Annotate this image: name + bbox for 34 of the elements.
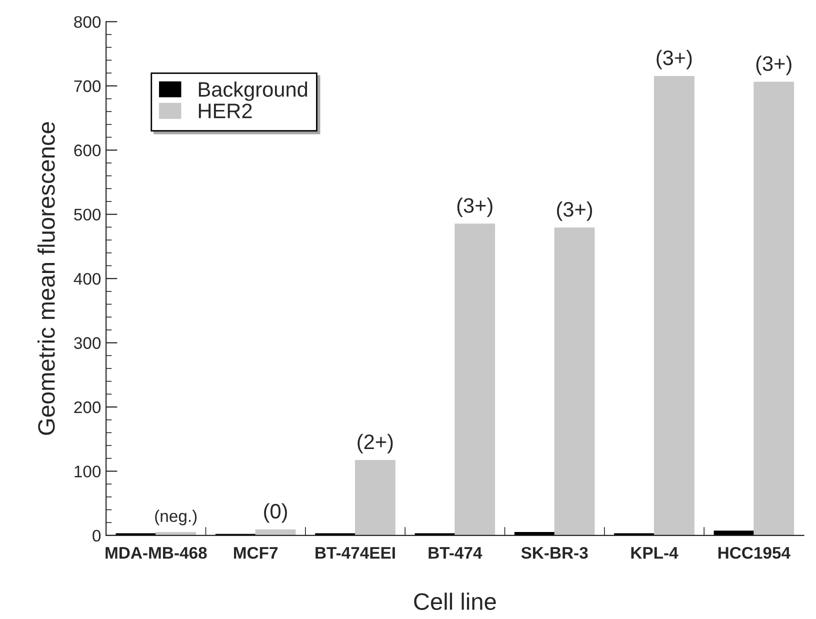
y-tick-label: 200 [74, 401, 101, 414]
y-axis-title: Geometric mean fluorescence [38, 122, 55, 435]
legend-label: Background [198, 82, 308, 101]
bar [255, 529, 296, 536]
x-axis-title: Cell line [414, 592, 496, 610]
y-tick-label: 600 [74, 144, 101, 156]
bar [714, 530, 754, 536]
annotation: (3+) [457, 198, 492, 218]
y-tick-label: 300 [74, 337, 101, 349]
annotation: (3+) [656, 50, 692, 70]
bar [554, 228, 595, 536]
x-tick-label: HCC1954 [718, 546, 790, 559]
y-tick-label: 700 [74, 80, 101, 92]
x-tick-label: SK-BR-3 [521, 546, 588, 559]
x-tick-label: MDA-MB-468 [106, 546, 207, 559]
x-tick-label: BT-474EEI [316, 547, 395, 559]
y-tick-label: 800 [74, 16, 101, 28]
x-tick-label: BT-474 [428, 547, 482, 559]
annotation: (0) [264, 503, 287, 523]
annotation: (3+) [557, 201, 592, 221]
bar [754, 82, 794, 536]
x-tick-label: KPL-4 [631, 547, 678, 559]
y-tick-label: 400 [74, 272, 101, 285]
y-tick-label: 100 [74, 466, 101, 478]
annotation: (2+) [358, 434, 393, 454]
bar [654, 76, 694, 536]
annotation: (3+) [756, 56, 792, 76]
y-tick-label: 0 [92, 530, 101, 542]
x-tick-label: MCF7 [234, 546, 278, 559]
legend-label: HER2 [198, 104, 252, 118]
annotation: (neg.) [155, 510, 197, 526]
bar [354, 460, 396, 536]
y-tick-label: 500 [74, 208, 101, 221]
bar [454, 224, 496, 536]
